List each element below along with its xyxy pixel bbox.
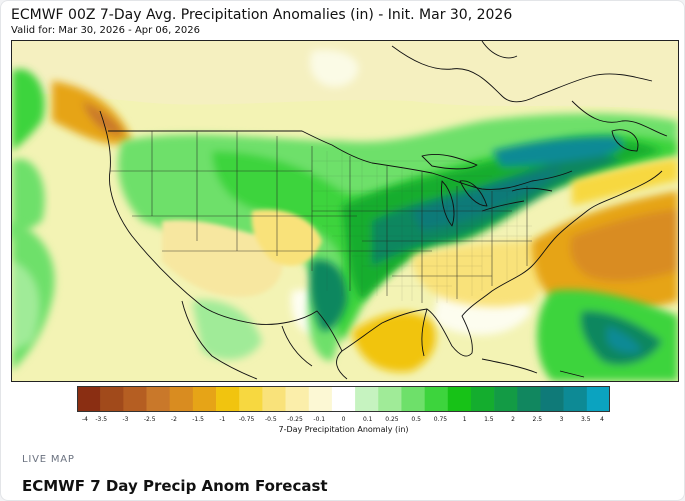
legend-swatch — [355, 386, 379, 412]
legend-tick-label: 2 — [511, 416, 515, 423]
legend-frame — [77, 386, 610, 412]
legend-swatch — [308, 386, 333, 412]
legend-swatch — [169, 386, 194, 412]
legend-swatch — [331, 386, 356, 412]
legend-tick-label: 0.75 — [433, 416, 448, 423]
precip-anomaly-map — [11, 40, 679, 382]
legend-tick-label: 0.5 — [411, 416, 421, 423]
legend-tick-label: -3 — [122, 416, 129, 423]
live-map-kicker: LIVE MAP — [22, 454, 75, 465]
legend-tick-label: 3.5 — [580, 416, 591, 423]
legend-tick-label: 2.5 — [532, 416, 543, 423]
legend-swatch — [285, 386, 310, 412]
legend-tick-label: -2.5 — [143, 416, 156, 423]
legend-tick-label: -0.25 — [287, 416, 303, 423]
legend-tick-label: 1.5 — [484, 416, 494, 423]
legend-tick-label: -1.5 — [192, 416, 204, 423]
legend-swatch — [192, 386, 217, 412]
legend-swatch — [540, 386, 564, 412]
legend-swatch — [77, 386, 101, 412]
legend-tick-label: 3 — [559, 416, 564, 423]
legend-tick-label: -4 — [82, 416, 88, 423]
legend-swatch — [216, 386, 240, 412]
legend-swatch — [517, 386, 541, 412]
legend-swatch — [470, 386, 495, 412]
valid-period: Valid for: Mar 30, 2026 - Apr 06, 2026 — [11, 25, 200, 36]
legend-tick-label: -0.5 — [264, 416, 277, 423]
color-legend: -4 -3.5 -3 -2.5 -2 -1.5 -1 -0.75 -0.5 -0.25 -0.1 0 0… — [77, 386, 610, 423]
legend-tick-label: 1 — [462, 416, 467, 423]
legend-swatch — [447, 386, 472, 412]
legend-swatch — [239, 386, 263, 412]
legend-tick-label: 0.1 — [362, 416, 373, 423]
legend-tick-label: -0.75 — [238, 416, 255, 423]
legend-swatch — [586, 386, 610, 412]
legend-swatch — [146, 386, 170, 412]
card-headline[interactable]: ECMWF 7 Day Precip Anom Forecast — [22, 477, 328, 495]
map-title: ECMWF 00Z 7-Day Avg. Precipitation Anoma… — [11, 7, 513, 23]
legend-tick-label: -0.1 — [313, 416, 326, 423]
legend-swatch — [424, 386, 449, 412]
legend-swatch — [563, 386, 588, 412]
legend-swatch — [262, 386, 286, 412]
legend-swatch — [100, 386, 124, 412]
legend-title: 7-Day Precipitation Anomaly (in) — [278, 425, 409, 434]
legend-tick-label: 4 — [600, 416, 604, 423]
legend-tick-label: 0.25 — [385, 416, 399, 423]
legend-swatch — [494, 386, 518, 412]
legend-swatch — [401, 386, 425, 412]
legend-swatch — [378, 386, 402, 412]
legend-tick-label: 0 — [341, 416, 346, 423]
legend-tick-label: -1 — [219, 416, 226, 423]
legend-tick-label: -2 — [170, 416, 177, 423]
legend-swatch — [123, 386, 147, 412]
legend-tick-label: -3.5 — [95, 416, 108, 423]
